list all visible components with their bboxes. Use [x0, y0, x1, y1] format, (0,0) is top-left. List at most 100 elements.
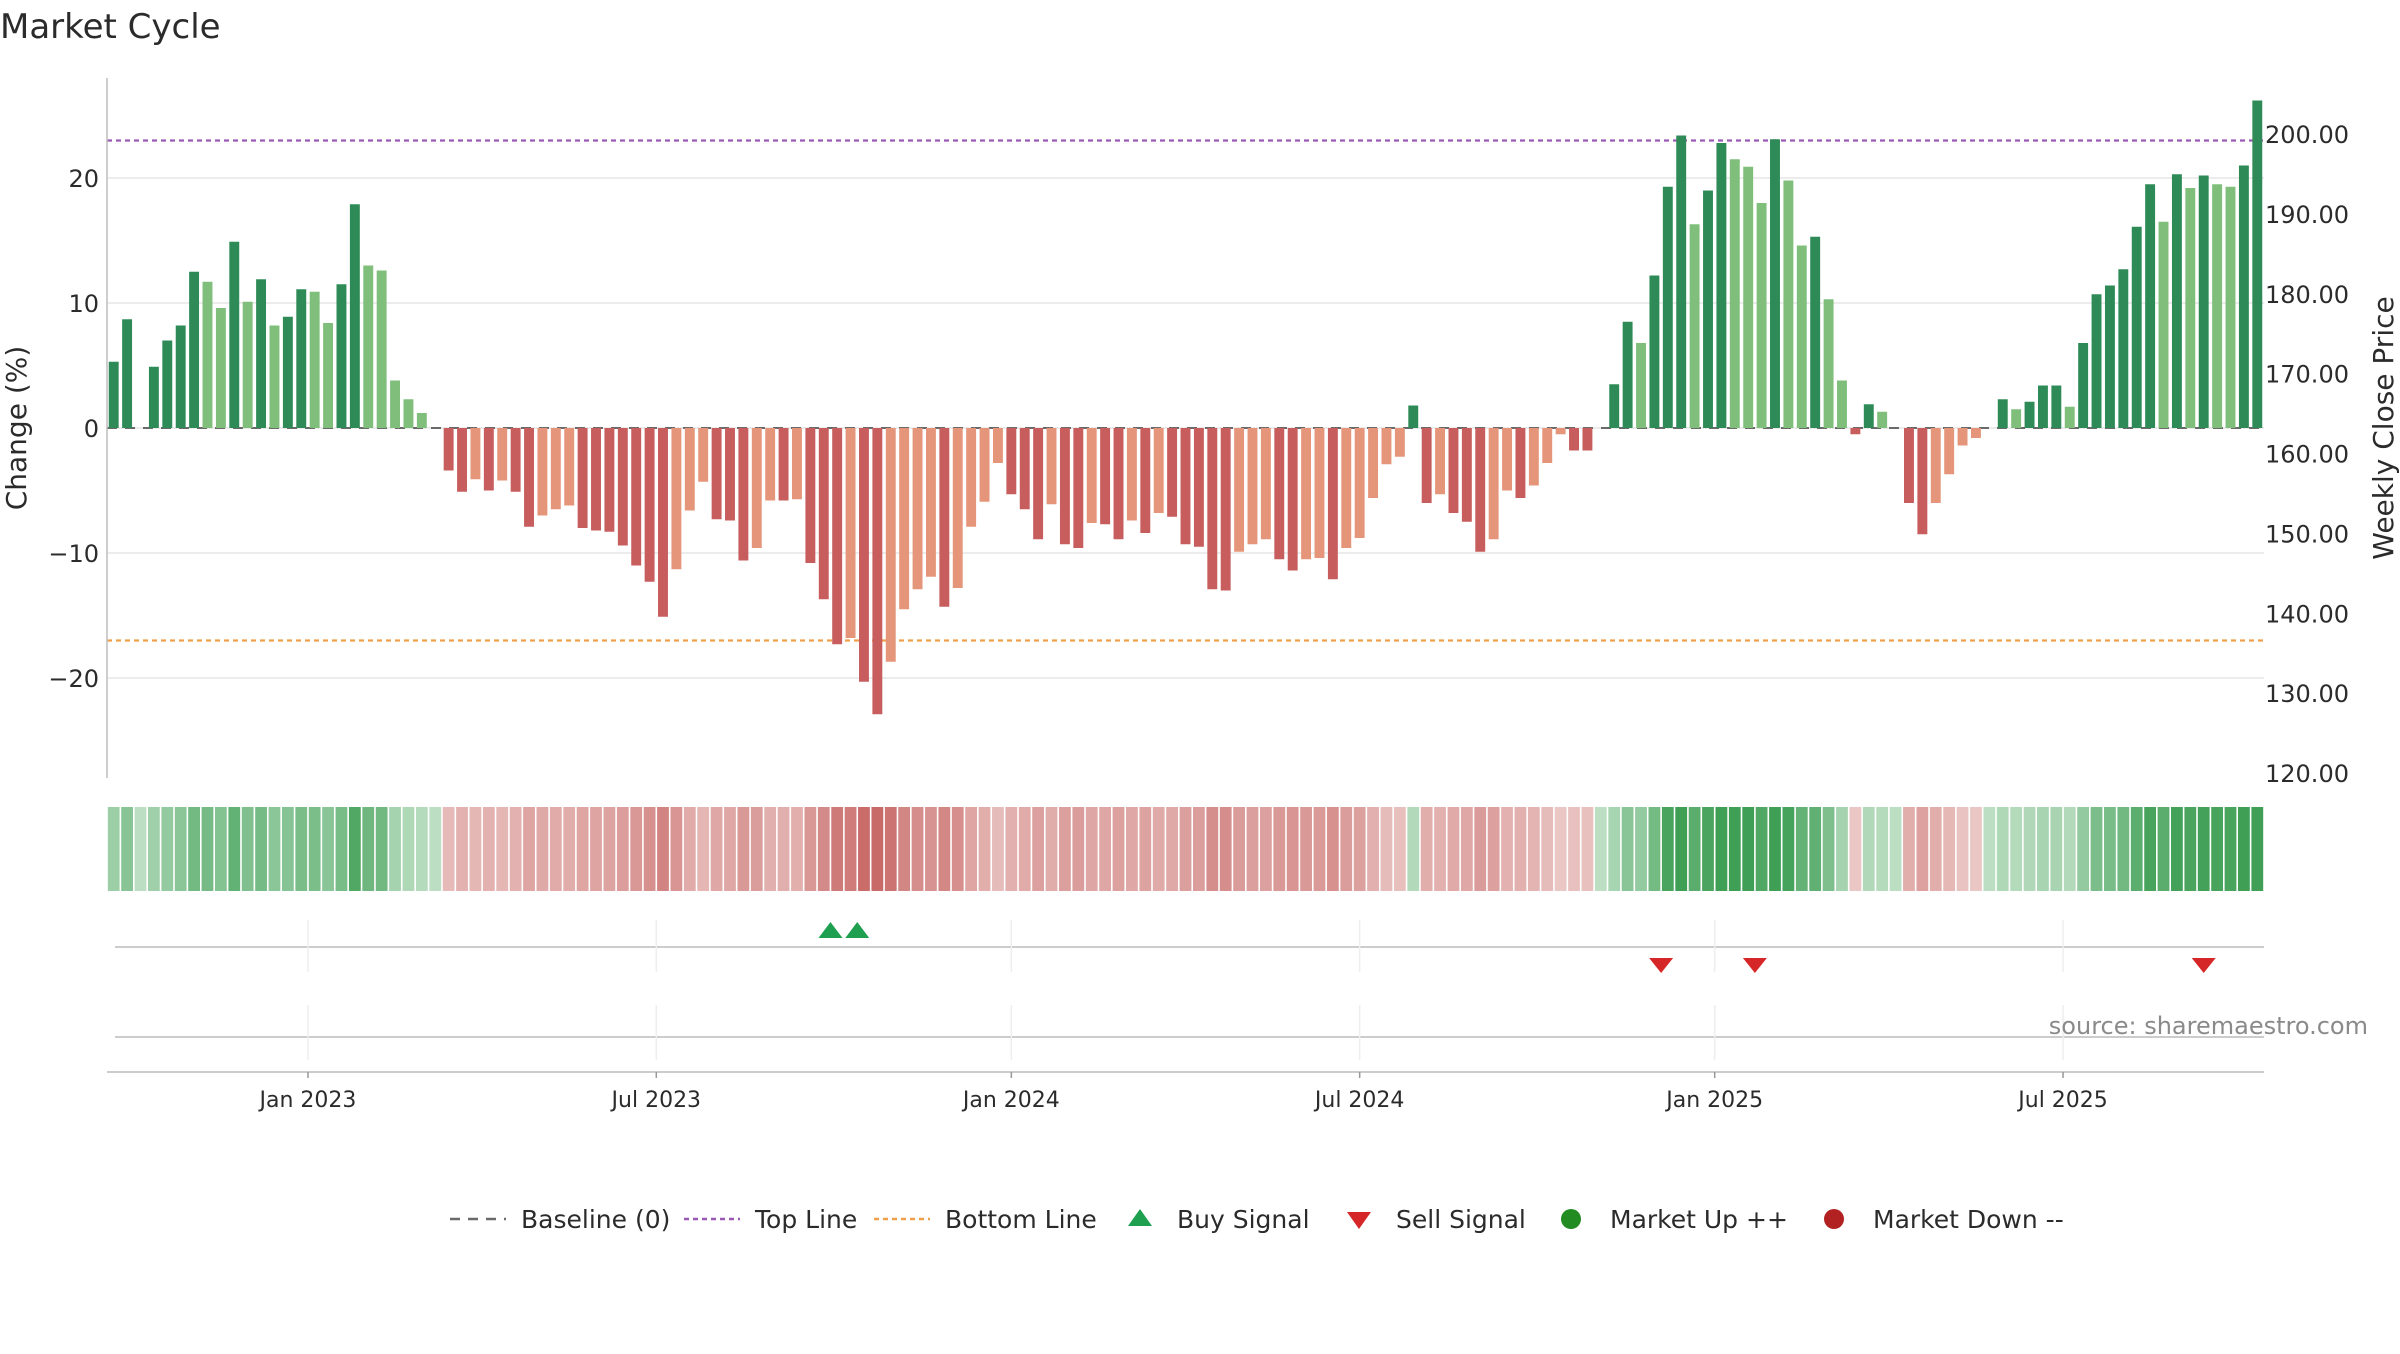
heat-cell — [482, 807, 495, 891]
change-bar — [1488, 428, 1499, 540]
change-bar — [751, 428, 762, 548]
change-bar — [122, 319, 133, 428]
change-bar — [1810, 236, 1821, 428]
legend-item: Sell Signal — [1347, 1205, 1526, 1234]
heat-cell — [1460, 807, 1473, 891]
heat-cell — [858, 807, 870, 891]
change-bar — [1582, 428, 1593, 451]
change-bar — [550, 428, 561, 510]
chart-title: Market Cycle — [0, 7, 221, 47]
heat-cell — [389, 807, 401, 891]
heat-cell — [509, 807, 522, 891]
heat-cell — [978, 807, 991, 891]
heat-cell — [657, 807, 669, 891]
legend-item: Bottom Line — [874, 1205, 1097, 1234]
change-bar — [457, 428, 467, 492]
change-bar — [818, 428, 829, 600]
change-bar — [1301, 428, 1312, 560]
heat-cell — [1179, 807, 1192, 891]
heat-cell — [415, 807, 428, 891]
heat-cell — [817, 807, 830, 891]
heat-cell — [2197, 807, 2210, 891]
heat-cell — [1420, 807, 1433, 891]
heat-cell — [1970, 807, 1982, 891]
change-bar — [2024, 401, 2035, 428]
change-bar — [725, 428, 735, 521]
source-credit: source: sharemaestro.com — [2049, 1012, 2368, 1040]
heat-cell — [1943, 807, 1956, 891]
change-bar — [872, 428, 883, 715]
change-bar — [2171, 174, 2182, 428]
heat-cell — [563, 807, 576, 891]
heat-cell — [1005, 807, 1018, 891]
heat-cell — [1702, 807, 1714, 891]
heat-cell — [1742, 807, 1755, 891]
change-bar — [1676, 135, 1687, 428]
legend-item: Market Down -- — [1824, 1205, 2064, 1234]
heat-cell — [2063, 807, 2076, 891]
change-bar — [711, 428, 722, 520]
buy-signal-marker — [845, 922, 870, 938]
x-tick-label: Jan 2023 — [258, 1088, 357, 1113]
change-bar — [859, 428, 869, 682]
legend-item: Baseline (0) — [450, 1205, 670, 1234]
heat-cell — [1621, 807, 1634, 891]
y2-tick-label: 150.00 — [2265, 520, 2349, 548]
change-bar — [229, 241, 240, 428]
heat-cell — [1876, 807, 1889, 891]
y2-tick-label: 200.00 — [2265, 121, 2349, 149]
change-bar — [2198, 175, 2209, 428]
heat-cell — [1849, 807, 1862, 891]
change-bar — [296, 289, 307, 428]
heat-cell — [1782, 807, 1795, 891]
change-bar — [1220, 428, 1231, 591]
change-bar — [671, 428, 682, 570]
heat-cell — [1527, 807, 1540, 891]
heat-cell — [188, 807, 200, 891]
heat-cell — [616, 807, 629, 891]
change-bar — [1006, 428, 1017, 495]
heat-cell — [1795, 807, 1808, 891]
heat-cell — [831, 807, 844, 891]
heat-cell — [1246, 807, 1259, 891]
change-bar — [1528, 428, 1539, 486]
change-bar — [2158, 221, 2169, 428]
heat-strip — [107, 807, 2264, 891]
change-bar — [148, 366, 159, 428]
heat-cell — [965, 807, 978, 891]
change-bar — [256, 279, 267, 428]
change-bar — [282, 316, 293, 428]
heat-cell — [322, 807, 334, 891]
change-bar — [1033, 428, 1044, 540]
x-tick-label: Jul 2023 — [610, 1088, 702, 1113]
legend-label: Top Line — [754, 1205, 857, 1234]
heat-cell — [1206, 807, 1219, 891]
change-bar — [1327, 428, 1338, 580]
change-bar — [925, 428, 936, 577]
y2-tick-label: 190.00 — [2265, 201, 2349, 229]
change-bar — [2145, 184, 2156, 428]
change-bar — [1917, 428, 1928, 535]
heat-cell — [992, 807, 1004, 891]
y-tick-label: 10 — [68, 290, 99, 318]
change-bar — [1944, 428, 1955, 475]
change-bar — [336, 284, 347, 428]
heat-cell — [549, 807, 562, 891]
change-bar — [1180, 428, 1191, 545]
change-bar — [1341, 428, 1352, 548]
change-bar — [483, 428, 494, 491]
change-bar — [1930, 428, 1941, 503]
heat-cell — [1487, 807, 1500, 891]
change-bar — [577, 428, 588, 528]
change-bar — [2212, 184, 2223, 428]
legend-label: Bottom Line — [945, 1205, 1097, 1234]
change-bar — [443, 428, 454, 471]
heat-cell — [1273, 807, 1286, 891]
change-bar — [1609, 384, 1620, 428]
heat-cell — [1836, 807, 1848, 891]
heat-cell — [1139, 807, 1152, 891]
heat-cell — [1233, 807, 1245, 891]
reference-lines — [107, 139, 2264, 642]
legend-sell-icon — [1347, 1212, 1371, 1229]
